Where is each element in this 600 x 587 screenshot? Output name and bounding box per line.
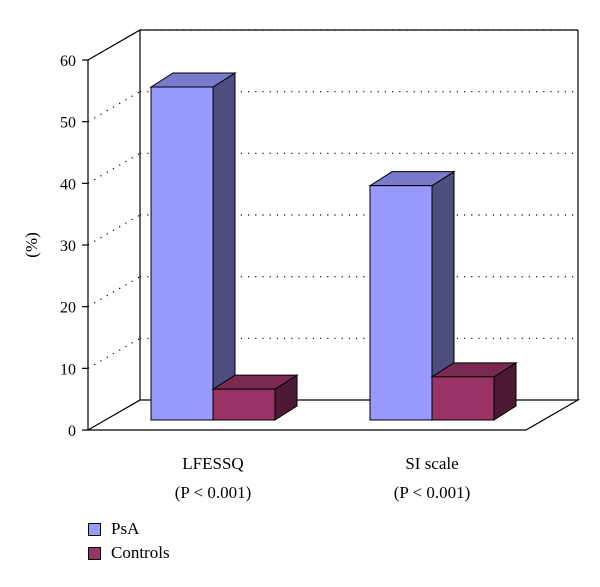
legend-item-psa: PsA bbox=[88, 519, 139, 539]
bar-controls-2 bbox=[430, 361, 518, 421]
category-sublabel: (P < 0.001) bbox=[394, 483, 470, 502]
gridline-side-50 bbox=[87, 91, 141, 123]
x-axis-categories: LFESSQ (P < 0.001) SI scale (P < 0.001) bbox=[175, 454, 470, 502]
legend-label-controls: Controls bbox=[111, 543, 170, 562]
y-tick-label: 40 bbox=[60, 176, 76, 193]
y-axis-label: (%) bbox=[22, 232, 41, 257]
legend-swatch-psa bbox=[88, 522, 101, 536]
chart-floor bbox=[85, 399, 581, 431]
bar-side bbox=[212, 72, 236, 421]
category-label: SI scale bbox=[405, 454, 458, 473]
y-tick-label: 0 bbox=[68, 423, 76, 440]
wall-top-edge bbox=[87, 29, 141, 61]
y-axis-ticks: 0 10 20 30 40 50 60 bbox=[60, 53, 88, 440]
bar-psa-1 bbox=[149, 72, 237, 421]
bar-controls-1 bbox=[211, 374, 299, 421]
bar-psa-2 bbox=[368, 170, 456, 421]
gridline-side-30 bbox=[87, 214, 141, 246]
gridline-side-20 bbox=[87, 276, 141, 308]
bar-front bbox=[369, 185, 433, 421]
y-tick-label: 10 bbox=[60, 361, 76, 378]
legend-item-controls: Controls bbox=[88, 543, 170, 563]
y-tick-label: 50 bbox=[60, 115, 76, 132]
category-sublabel: (P < 0.001) bbox=[175, 483, 251, 502]
legend-swatch-controls bbox=[88, 546, 101, 560]
gridline-side-10 bbox=[87, 337, 141, 369]
legend-label-psa: PsA bbox=[111, 519, 140, 538]
bar-front bbox=[150, 86, 214, 421]
y-tick-label: 30 bbox=[60, 238, 76, 255]
gridline-side-40 bbox=[87, 152, 141, 184]
chart-bars bbox=[149, 72, 518, 421]
bar-front bbox=[212, 388, 276, 421]
bar-front bbox=[431, 376, 495, 421]
category-label: LFESSQ bbox=[182, 454, 243, 473]
y-tick-label: 60 bbox=[60, 53, 76, 70]
y-tick-label: 20 bbox=[60, 300, 76, 317]
